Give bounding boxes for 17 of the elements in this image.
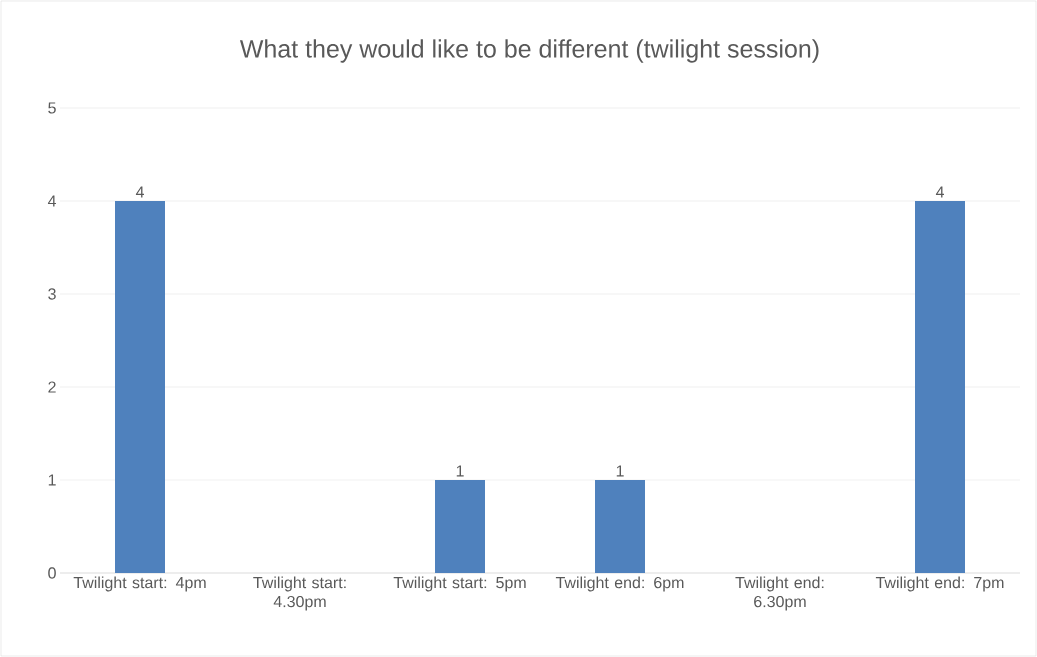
y-tick-label: 1 [48,474,56,486]
y-tick-label: 4 [47,195,57,207]
chart-title: What they would like to be different (twilight session) [239,39,819,63]
y-tick-label: 5 [48,102,56,114]
y-tick-label: 2 [48,381,56,393]
data-label: 4 [935,186,944,198]
x-tick-label: Twilight end: 7pm [875,576,1004,592]
x-tick-label: Twilight end: 6.30pm [735,576,824,611]
y-tick-label: 3 [48,288,56,300]
x-tick-label: Twilight start: 5pm [393,576,526,592]
data-label: 4 [135,186,144,198]
data-label: 1 [616,465,624,477]
x-tick-label: Twilight start: 4pm [73,576,206,592]
data-label: 1 [456,465,464,477]
x-tick-label: Twilight end: 6pm [555,576,684,592]
y-tick-label: 0 [48,567,56,579]
x-tick-label: Twilight start: 4.30pm [253,576,346,611]
